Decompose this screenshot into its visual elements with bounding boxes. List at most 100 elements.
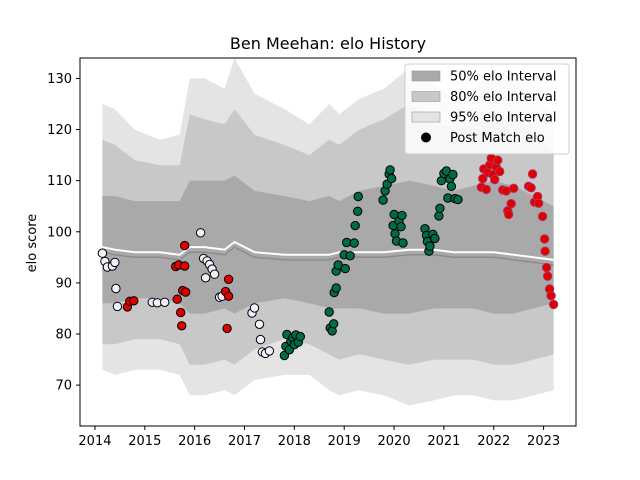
data-point-90 — [435, 203, 445, 214]
y-tick-label-0: 70 — [55, 379, 72, 394]
legend-swatch-2 — [411, 111, 441, 123]
x-tick-label-1: 2015 — [128, 434, 161, 449]
data-point-101 — [478, 173, 488, 184]
data-point-57 — [331, 283, 341, 293]
data-point-120 — [527, 169, 538, 179]
x-tick-label-2: 2016 — [178, 434, 211, 449]
data-point-65 — [350, 220, 360, 231]
data-point-111 — [495, 166, 505, 177]
data-point-123 — [533, 198, 544, 208]
y-tick-label-4: 110 — [47, 174, 72, 189]
data-point-66 — [353, 206, 363, 217]
data-point-20 — [181, 287, 191, 297]
data-point-130 — [546, 291, 556, 301]
legend-label-0: 50% elo Interval — [450, 70, 557, 85]
center-lines — [102, 240, 554, 266]
data-point-14 — [172, 294, 182, 304]
data-point-119 — [526, 183, 536, 193]
data-point-99 — [453, 194, 463, 205]
post-match-points — [97, 153, 559, 361]
data-point-63 — [345, 251, 355, 261]
data-point-103 — [481, 184, 491, 195]
data-point-124 — [537, 211, 548, 222]
data-point-19 — [180, 261, 190, 271]
x-tick-label-4: 2018 — [278, 434, 311, 449]
data-point-52 — [324, 307, 334, 317]
data-point-80 — [397, 210, 407, 221]
y-tick-label-2: 90 — [55, 276, 72, 291]
data-point-41 — [264, 346, 275, 356]
data-point-127 — [541, 262, 552, 273]
x-tick-label-9: 2023 — [527, 434, 560, 449]
legend: 50% elo Interval 80% elo Interval 95% elo … — [404, 63, 570, 155]
y-tick-label-5: 120 — [47, 123, 72, 138]
chart-title: Ben Meehan: elo History — [230, 34, 426, 53]
data-point-34 — [222, 323, 232, 334]
data-point-9 — [129, 296, 139, 306]
data-point-6 — [112, 301, 123, 312]
median-line-white — [102, 240, 554, 261]
data-point-89 — [434, 211, 444, 221]
data-point-5 — [111, 283, 121, 294]
data-point-55 — [329, 319, 339, 329]
y-tick-label-6: 130 — [47, 72, 72, 87]
data-point-81 — [398, 238, 408, 248]
data-point-36 — [249, 303, 260, 313]
data-point-125 — [539, 234, 550, 244]
data-point-117 — [509, 183, 519, 194]
data-point-0 — [97, 248, 108, 258]
data-point-116 — [506, 199, 516, 209]
data-point-96 — [446, 181, 457, 192]
data-point-38 — [255, 334, 266, 345]
data-point-21 — [180, 240, 190, 251]
data-point-17 — [177, 321, 187, 331]
data-point-51 — [295, 331, 305, 342]
data-point-12 — [160, 297, 170, 307]
data-point-68 — [378, 195, 388, 205]
legend-box — [404, 63, 570, 155]
legend-swatch-0 — [411, 70, 441, 82]
x-tick-label-0: 2014 — [78, 434, 111, 449]
data-point-4 — [110, 257, 120, 268]
x-tick-label-6: 2020 — [378, 434, 411, 449]
data-point-110 — [493, 155, 503, 165]
data-point-37 — [254, 319, 265, 329]
y-tick-label-1: 80 — [55, 328, 72, 343]
data-point-108 — [490, 174, 500, 185]
data-point-128 — [542, 271, 553, 281]
data-point-86 — [425, 241, 435, 251]
axes-frame — [79, 57, 577, 427]
legend-label-2: 95% elo Interval — [450, 111, 557, 126]
data-point-115 — [504, 209, 514, 220]
data-point-126 — [540, 246, 550, 256]
data-point-24 — [200, 273, 211, 283]
data-point-73 — [386, 173, 397, 184]
data-point-79 — [396, 222, 406, 232]
data-point-64 — [349, 238, 359, 248]
legend-label-3: Post Match elo — [450, 131, 545, 146]
x-tick-label-3: 2017 — [228, 434, 261, 449]
y-axis-label: elo score — [25, 214, 40, 273]
data-point-16 — [176, 307, 186, 318]
data-point-22 — [195, 228, 206, 238]
x-tick-label-5: 2019 — [328, 434, 361, 449]
legend-marker-3 — [421, 132, 431, 143]
data-point-32 — [223, 291, 234, 301]
y-tick-label-3: 100 — [47, 225, 72, 240]
data-point-61 — [340, 263, 350, 274]
data-point-28 — [209, 269, 220, 279]
x-tick-label-8: 2022 — [477, 434, 510, 449]
y-axis-ticks: 70 80 90 100 110 120 130 — [47, 72, 80, 394]
data-point-131 — [548, 299, 559, 310]
median-line-grey — [102, 246, 554, 266]
x-tick-label-7: 2021 — [427, 434, 460, 449]
x-axis-ticks: 2014 2015 2016 2017 2018 2019 2020 2021 2022 2023 — [78, 426, 560, 449]
legend-label-1: 80% elo Interval — [450, 90, 557, 105]
data-point-67 — [353, 191, 363, 202]
data-point-72 — [385, 165, 395, 175]
data-point-33 — [223, 274, 234, 284]
data-point-88 — [430, 233, 440, 244]
legend-swatch-1 — [411, 91, 441, 102]
data-point-97 — [448, 169, 458, 180]
